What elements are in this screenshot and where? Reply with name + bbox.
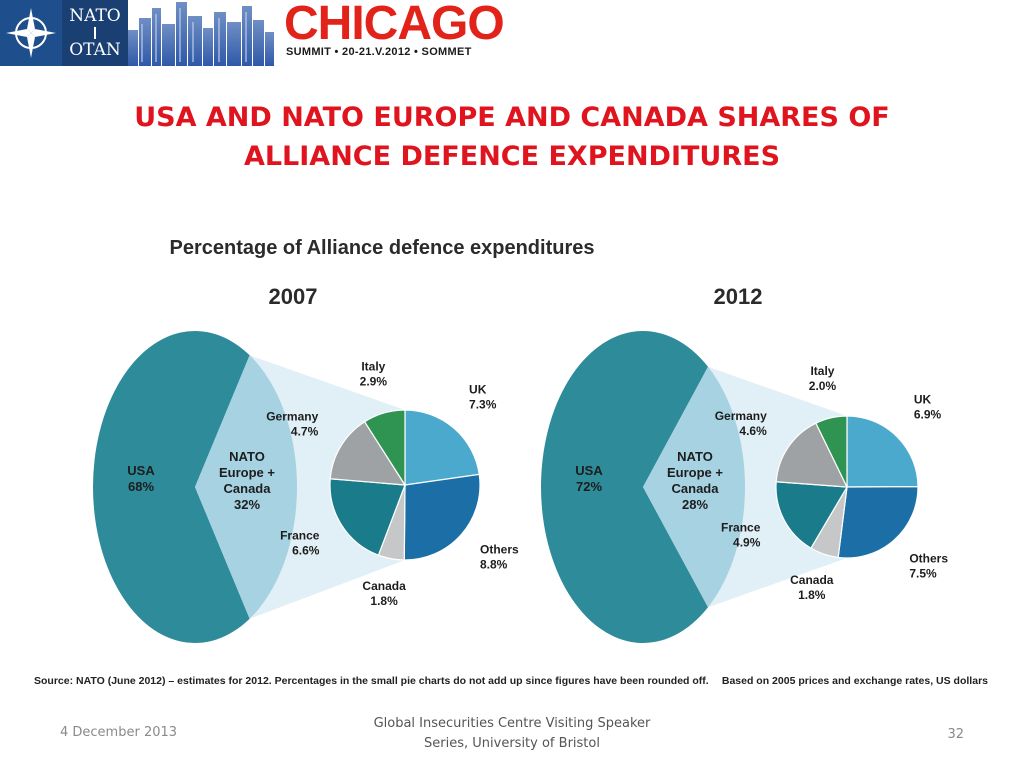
slice-label-canada-2007: 1.8% — [370, 594, 398, 608]
nato-europe-canada-label-2012: Europe + — [667, 465, 723, 480]
slide-title-line2: ALLIANCE DEFENCE EXPENDITURES — [243, 141, 781, 172]
year-label-2012: 2012 — [714, 284, 763, 309]
page-number: 32 — [947, 727, 964, 742]
chart-prices-note: Based on 2005 prices and exchange rates,… — [722, 675, 988, 687]
slice-label-germany-2007: Germany — [266, 410, 318, 424]
slice-label-uk-2012: 6.9% — [914, 408, 942, 422]
logo-separator — [94, 27, 96, 39]
defence-expenditure-chart: Percentage of Alliance defence expenditu… — [30, 222, 994, 694]
slice-label-germany-2007: 4.7% — [291, 425, 319, 439]
logo-nato-text: NATO — [69, 6, 121, 26]
nato-otan-logo: NATO OTAN — [62, 0, 128, 66]
slice-label-italy-2007: 2.9% — [360, 375, 388, 389]
slice-label-france-2012: France — [721, 521, 761, 535]
nato-europe-canada-label-2007: Canada — [224, 481, 272, 496]
slice-label-canada-2007: Canada — [362, 579, 406, 593]
slice-label-italy-2012: 2.0% — [809, 379, 837, 393]
slice-label-others-2007: 8.8% — [480, 557, 508, 571]
chicago-wordmark: CHICAGO — [284, 0, 505, 50]
nato-europe-canada-slice-2007 — [195, 355, 297, 619]
usa-label-2007: USA — [127, 463, 155, 478]
slice-label-germany-2012: 4.6% — [739, 424, 767, 438]
slice-label-uk-2012: UK — [914, 393, 932, 407]
slice-label-france-2007: France — [280, 528, 320, 542]
nato-europe-canada-label-2012: 28% — [682, 497, 708, 512]
footer-event: Global Insecurities Centre Visiting Spea… — [340, 714, 684, 754]
slice-label-canada-2012: 1.8% — [798, 588, 826, 602]
slice-germany-2007 — [329, 420, 407, 486]
nato-compass-star-icon — [0, 0, 62, 66]
slice-label-germany-2012: Germany — [715, 409, 767, 423]
footer-date: 4 December 2013 — [60, 725, 178, 740]
chart-title: Percentage of Alliance defence expenditu… — [170, 237, 595, 259]
slice-italy-2012 — [815, 415, 848, 488]
slice-label-france-2012: 4.9% — [733, 536, 761, 550]
usa-label-2012: 72% — [576, 479, 602, 494]
slice-germany-2012 — [775, 422, 848, 488]
chicago-skyline-image — [128, 0, 274, 66]
nato-europe-canada-label-2012: NATO — [677, 449, 713, 464]
slice-france-2012 — [775, 481, 849, 549]
slice-label-uk-2007: UK — [469, 383, 487, 397]
slide-title-line1: USA AND NATO EUROPE AND CANADA SHARES OF — [134, 102, 890, 133]
slice-uk-2007 — [404, 409, 480, 486]
slice-france-2007 — [329, 478, 406, 556]
slice-italy-2007 — [363, 409, 406, 488]
usa-label-2012: USA — [575, 463, 603, 478]
chart-source-note: Source: NATO (June 2012) – estimates for… — [34, 675, 709, 687]
usa-label-2007: 68% — [128, 479, 154, 494]
nato-europe-canada-slice-2012 — [643, 366, 746, 608]
nato-europe-canada-label-2007: Europe + — [219, 465, 275, 480]
slice-others-2012 — [837, 485, 919, 559]
slice-others-2007 — [403, 473, 481, 561]
summit-banner: NATO OTAN — [0, 0, 505, 66]
slice-label-france-2007: 6.6% — [292, 543, 320, 557]
slice-label-others-2012: 7.5% — [909, 567, 937, 581]
usa-slice-2012 — [541, 331, 709, 643]
nato-europe-canada-label-2007: 32% — [234, 497, 260, 512]
footer-event-line2: Series, University of Bristol — [424, 736, 600, 751]
year-label-2007: 2007 — [269, 284, 318, 309]
slice-uk-2012 — [846, 415, 919, 488]
chart-canvas: Percentage of Alliance defence expenditu… — [34, 237, 988, 687]
nato-europe-canada-label-2012: Canada — [672, 481, 720, 496]
slide-title: USA AND NATO EUROPE AND CANADA SHARES OF… — [40, 98, 984, 176]
slice-label-italy-2007: Italy — [361, 360, 385, 374]
logo-otan-text: OTAN — [69, 40, 121, 60]
slice-label-uk-2007: 7.3% — [469, 398, 497, 412]
nato-europe-canada-label-2007: NATO — [229, 449, 265, 464]
slice-label-others-2012: Others — [909, 552, 948, 566]
summit-dates: SUMMIT • 20-21.V.2012 • SOMMET — [286, 46, 472, 58]
slice-label-canada-2012: Canada — [790, 573, 834, 587]
usa-slice-2007 — [92, 330, 250, 643]
slice-label-others-2007: Others — [480, 542, 519, 556]
slice-label-italy-2012: Italy — [810, 364, 834, 378]
footer-event-line1: Global Insecurities Centre Visiting Spea… — [373, 716, 651, 731]
